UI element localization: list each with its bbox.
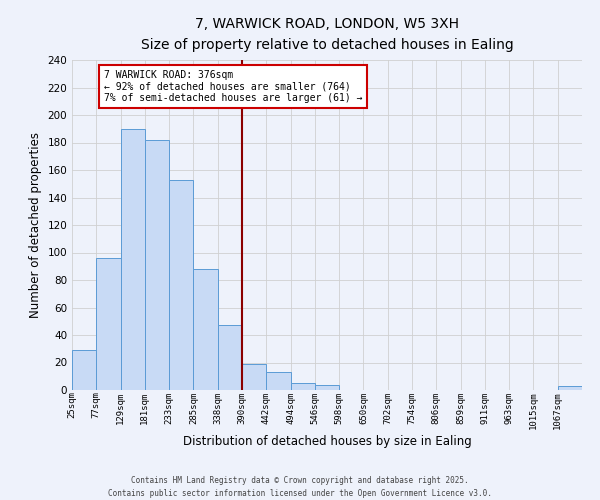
Bar [96, 258, 121, 390]
Y-axis label: Number of detached properties: Number of detached properties [29, 132, 42, 318]
Bar [290, 383, 315, 390]
Bar [193, 269, 218, 390]
Bar [315, 384, 339, 390]
Text: 7 WARWICK ROAD: 376sqm
← 92% of detached houses are smaller (764)
7% of semi-det: 7 WARWICK ROAD: 376sqm ← 92% of detached… [104, 70, 362, 103]
X-axis label: Distribution of detached houses by size in Ealing: Distribution of detached houses by size … [182, 434, 472, 448]
Bar [266, 372, 290, 390]
Bar [145, 140, 169, 390]
Title: 7, WARWICK ROAD, LONDON, W5 3XH
Size of property relative to detached houses in : 7, WARWICK ROAD, LONDON, W5 3XH Size of … [140, 18, 514, 52]
Text: Contains HM Land Registry data © Crown copyright and database right 2025.
Contai: Contains HM Land Registry data © Crown c… [108, 476, 492, 498]
Bar [169, 180, 193, 390]
Bar [558, 386, 582, 390]
Bar [121, 128, 145, 390]
Bar [218, 326, 242, 390]
Bar [242, 364, 266, 390]
Bar [72, 350, 96, 390]
